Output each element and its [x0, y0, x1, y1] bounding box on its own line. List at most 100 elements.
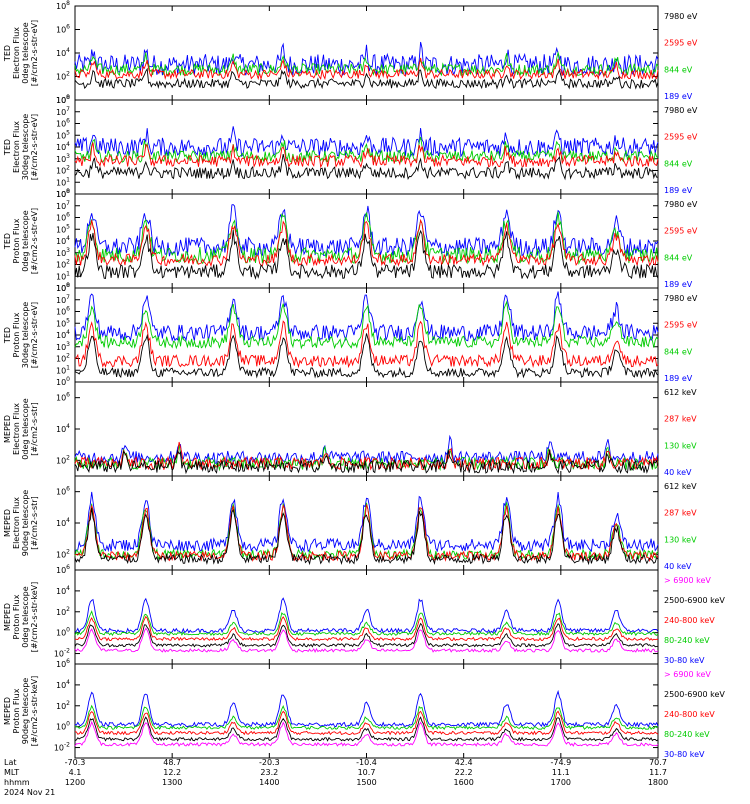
series-612-kev — [74, 507, 659, 566]
legend-entry: 240-800 keV — [664, 710, 715, 719]
y-tick-exponent: 1 — [66, 176, 70, 183]
y-tick-exponent: 0 — [66, 94, 70, 101]
x-axis-labels: LatMLThhmm-70.34.1120048.712.21300-20.32… — [4, 758, 668, 797]
y-axis-label: [#/cm2-s-str-eV] — [30, 114, 39, 180]
legend-entry: 844 eV — [664, 347, 693, 356]
series--6900-kev — [74, 627, 659, 653]
y-tick-base: 10 — [56, 284, 66, 293]
y-axis-label: [#/cm2-s-str] — [30, 402, 39, 455]
series-287-kev — [74, 504, 659, 562]
legend-entry: 844 eV — [664, 65, 693, 74]
series-189-ev — [74, 291, 659, 342]
y-tick-exponent: 8 — [66, 188, 70, 195]
y-axis-label: 0deg telescope — [21, 586, 30, 647]
legend-entry: 130 keV — [664, 535, 697, 544]
series-189-ev — [74, 204, 659, 257]
y-axis-label: TED — [3, 233, 12, 250]
x-tick-label-lat: -74.9 — [550, 758, 571, 767]
y-tick-label: 105 — [56, 129, 70, 140]
y-axis-label: Proton Flux — [12, 218, 21, 263]
y-tick-label: 108 — [56, 94, 70, 105]
y-tick-exponent: 6 — [66, 24, 70, 31]
y-axis-label: 0deg telescope — [21, 398, 30, 459]
panel-frame — [74, 569, 659, 665]
y-tick-base: 10 — [56, 566, 66, 575]
y-tick-base: 10 — [56, 202, 66, 211]
y-tick-exponent: 5 — [66, 223, 70, 230]
y-tick-exponent: 2 — [66, 353, 70, 360]
y-tick-base: 10 — [56, 681, 66, 690]
y-axis-label: MEPED — [3, 697, 12, 725]
y-axis-label: MEPED — [3, 603, 12, 631]
y-axis-label: TED — [3, 327, 12, 344]
x-tick-label-hhmm: 1400 — [259, 778, 279, 787]
x-tick-label-hhmm: 1600 — [453, 778, 473, 787]
y-tick-label: 102 — [56, 165, 70, 176]
series-844-ev — [74, 300, 659, 350]
series-130-kev — [74, 444, 659, 472]
x-tick-label-lat: -70.3 — [65, 758, 86, 767]
y-tick-exponent: 7 — [66, 106, 70, 113]
y-axis-label: TED — [3, 139, 12, 156]
series-189-ev — [74, 126, 659, 158]
legend-entry: 7980 eV — [664, 12, 698, 21]
y-tick-base: 10 — [56, 587, 66, 596]
y-tick-exponent: 8 — [66, 0, 70, 7]
legend-entry: > 6900 keV — [664, 670, 711, 679]
y-tick-base: 10 — [56, 214, 66, 223]
series-30-80-kev — [74, 597, 659, 634]
y-tick-exponent: 6 — [66, 658, 70, 665]
y-tick-base: 10 — [56, 284, 66, 293]
y-tick-label: 104 — [56, 517, 70, 528]
y-tick-exponent: 6 — [66, 564, 70, 571]
legend-entry: 612 keV — [664, 482, 697, 491]
y-tick-label: 102 — [56, 700, 70, 711]
x-axis-row-label: MLT — [4, 768, 19, 777]
series-612-kev — [74, 449, 659, 475]
y-tick-base: 10 — [56, 378, 66, 387]
y-tick-label: 104 — [56, 47, 70, 58]
series-240-800-kev — [74, 710, 659, 736]
x-tick-label-lat: 48.7 — [163, 758, 181, 767]
x-axis-row-label: hhmm — [4, 778, 30, 787]
y-axis-label: [#/cm2-s-str-keV] — [30, 676, 39, 747]
y-tick-exponent: 0 — [66, 721, 70, 728]
panel-frame — [74, 5, 659, 101]
legend-entry: 130 keV — [664, 441, 697, 450]
y-tick-exponent: 6 — [66, 212, 70, 219]
y-tick-base: 10 — [56, 550, 66, 559]
y-tick-base: 10 — [56, 178, 66, 187]
y-axis-label: Electron Flux — [12, 27, 21, 79]
y-tick-base: 10 — [56, 702, 66, 711]
y-tick-label: 100 — [56, 282, 70, 293]
y-tick-label: 102 — [56, 259, 70, 270]
y-tick-base: 10 — [56, 249, 66, 258]
series-130-kev — [74, 501, 659, 561]
y-axis-label: Electron Flux — [12, 403, 21, 455]
y-tick-base: 10 — [56, 49, 66, 58]
y-tick-base: 10 — [56, 167, 66, 176]
x-tick-label-lat: -20.3 — [259, 758, 280, 767]
y-axis-label: [#/cm2-s-str] — [30, 496, 39, 549]
series-2595-ev — [74, 142, 659, 169]
y-tick-exponent: 3 — [66, 247, 70, 254]
y-tick-exponent: 4 — [66, 423, 70, 430]
y-tick-base: 10 — [56, 272, 66, 281]
y-tick-exponent: 4 — [66, 679, 70, 686]
legend-entry: 2595 eV — [664, 39, 698, 48]
y-axis-label: [#/cm2-s-str-eV] — [30, 208, 39, 274]
y-tick-exponent: 6 — [66, 392, 70, 399]
y-tick-base: 10 — [56, 225, 66, 234]
date-label: 2024 Nov 21 — [4, 788, 55, 797]
y-axis-label: Electron Flux — [12, 121, 21, 173]
legend-entry: 844 eV — [664, 253, 693, 262]
y-tick-exponent: -2 — [64, 648, 70, 655]
x-tick-label-hhmm: 1500 — [356, 778, 376, 787]
y-tick-exponent: 2 — [66, 165, 70, 172]
y-axis-label: TED — [3, 45, 12, 62]
series-7980-ev — [74, 154, 658, 181]
y-tick-exponent: 4 — [66, 329, 70, 336]
